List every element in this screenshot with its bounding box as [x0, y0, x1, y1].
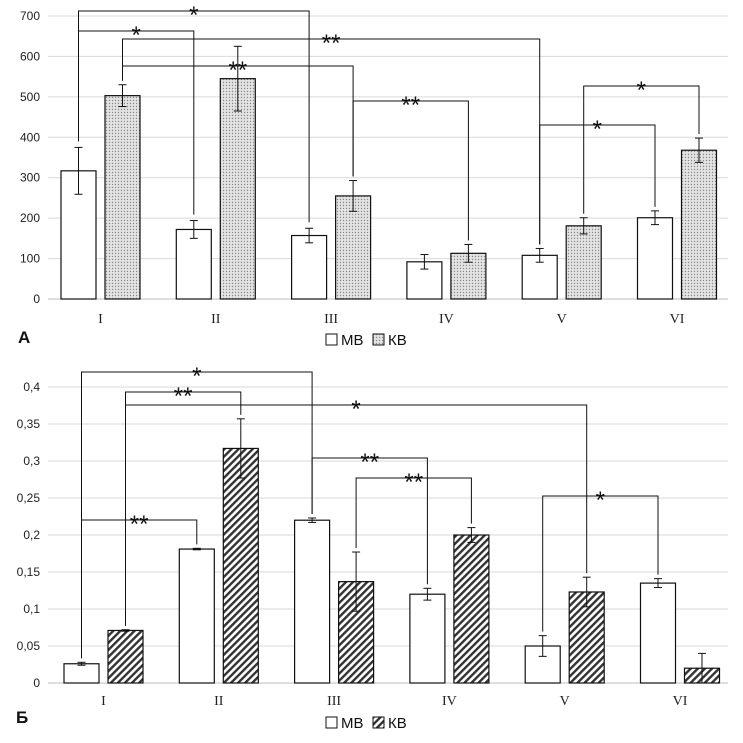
significance-marker: * — [192, 363, 201, 390]
y-tick-label: 200 — [20, 211, 40, 225]
category-label: IV — [439, 312, 454, 327]
significance-bracket — [78, 30, 195, 215]
bar-kv-I — [104, 95, 141, 300]
significance-bracket — [583, 85, 700, 214]
significance-marker: ** — [228, 57, 247, 84]
y-tick-label: 0,2 — [23, 528, 40, 542]
significance-marker: ** — [401, 92, 420, 119]
category-label: IV — [442, 694, 457, 709]
bar-kv-IV — [453, 534, 490, 684]
significance-bracket — [311, 457, 428, 585]
significance-marker: ** — [360, 449, 379, 476]
bar-mv-II — [175, 228, 212, 300]
significance-marker: ** — [322, 30, 341, 57]
legend-swatch-kv — [372, 716, 385, 729]
bar-mv-VI — [639, 582, 677, 684]
bar-mv-I — [63, 663, 100, 684]
category-label: V — [560, 694, 570, 709]
significance-bracket — [125, 404, 588, 626]
y-tick-label: 0,25 — [17, 491, 41, 505]
bar-kv-II — [219, 78, 256, 300]
significance-marker: ** — [404, 469, 423, 496]
significance-bracket — [81, 371, 313, 659]
bar-kv-VI — [680, 149, 718, 300]
y-tick-label: 400 — [20, 130, 40, 144]
significance-bracket — [355, 477, 472, 549]
legend-label-mv: МВ — [341, 715, 364, 732]
bar-kv-I — [107, 629, 144, 684]
y-tick-label: 300 — [20, 171, 40, 185]
significance-marker: ** — [130, 511, 149, 538]
significance-marker: ** — [174, 383, 193, 410]
y-tick-label: 0,4 — [23, 380, 40, 394]
y-tick-label: 0 — [33, 676, 40, 690]
category-label: VI — [670, 312, 685, 327]
legend: МВ КВ — [325, 715, 407, 732]
y-tick-label: 0,05 — [17, 639, 41, 653]
y-tick-label: 600 — [20, 49, 40, 63]
bar-mv-IV — [409, 593, 446, 684]
legend-label-mv: МВ — [341, 332, 364, 349]
bar-kv-III — [335, 195, 372, 300]
category-label: III — [324, 312, 338, 327]
legend-swatch-mv — [325, 716, 338, 729]
bar-kv-II — [222, 447, 259, 684]
bar-mv-VI — [636, 217, 674, 300]
y-tick-label: 100 — [20, 252, 40, 266]
category-label: II — [214, 694, 224, 709]
significance-bracket — [122, 38, 541, 245]
y-tick-label: 0,3 — [23, 454, 40, 468]
significance-bracket — [539, 124, 656, 245]
significance-marker: * — [637, 77, 646, 104]
category-label: V — [557, 312, 567, 327]
category-label: II — [211, 312, 221, 327]
significance-marker: * — [131, 22, 140, 49]
significance-bracket — [352, 100, 469, 241]
category-label: I — [98, 312, 103, 327]
legend-label-kv: КВ — [388, 332, 407, 349]
significance-marker: * — [596, 487, 605, 514]
significance-bracket — [81, 519, 198, 659]
legend-label-kv: КВ — [388, 715, 407, 732]
category-label: VI — [673, 694, 688, 709]
legend-swatch-mv — [325, 333, 338, 346]
significance-marker: * — [189, 2, 198, 29]
bar-mv-II — [178, 548, 215, 684]
legend-swatch-kv — [372, 333, 385, 346]
significance-bracket — [542, 495, 659, 632]
chart-panel-b: 00,050,10,150,20,250,30,350,4I II III IV V VI… — [16, 363, 728, 732]
bar-mv-III — [294, 519, 331, 684]
y-tick-label: 0,35 — [17, 417, 41, 431]
legend: МВ КВ — [325, 332, 407, 349]
panel-label: Б — [16, 708, 28, 727]
category-label: I — [101, 694, 106, 709]
significance-marker: * — [351, 396, 360, 423]
category-label: III — [327, 694, 341, 709]
y-tick-label: 0 — [33, 292, 40, 306]
bar-kv-V — [565, 225, 602, 300]
y-tick-label: 500 — [20, 90, 40, 104]
y-tick-label: 700 — [20, 9, 40, 23]
bar-mv-III — [291, 234, 328, 300]
y-tick-label: 0,1 — [23, 602, 40, 616]
y-tick-label: 0,15 — [17, 565, 41, 579]
panel-label: А — [18, 328, 30, 347]
significance-marker: * — [593, 116, 602, 143]
